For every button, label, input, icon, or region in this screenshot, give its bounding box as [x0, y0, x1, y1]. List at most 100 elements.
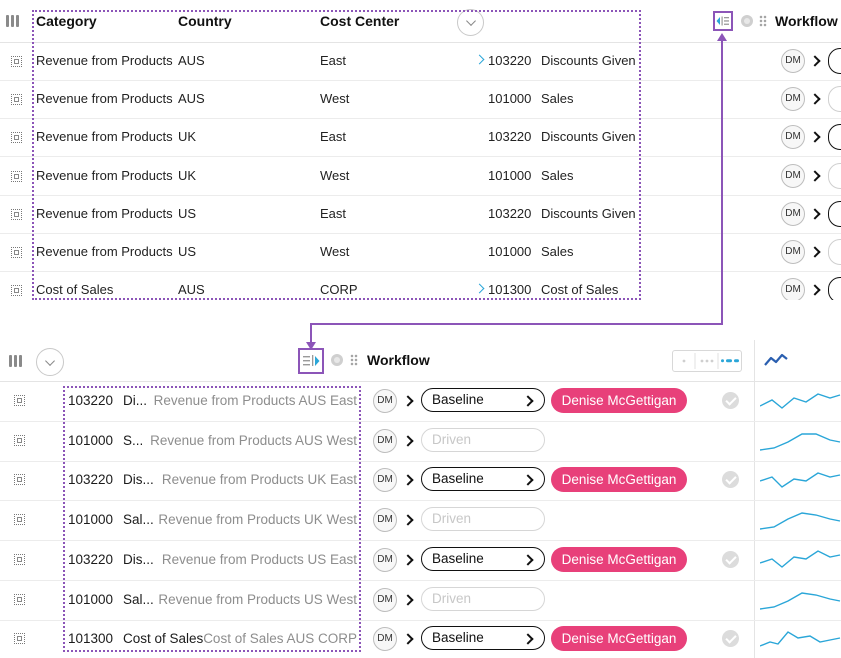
row-select-icon[interactable] — [11, 132, 22, 144]
status-pill[interactable]: Baseline — [421, 388, 545, 412]
table-row[interactable]: Cost of Sales AUS CORP 101300 Cost of Sales D… — [0, 271, 841, 300]
status-pill[interactable] — [828, 48, 841, 74]
status-pill[interactable] — [828, 277, 841, 300]
status-pill[interactable] — [828, 239, 841, 265]
avatar[interactable]: DM — [373, 547, 397, 572]
table-row[interactable]: 103220 Dis... Revenue from Products UK Eas… — [0, 460, 841, 502]
check-icon[interactable] — [722, 392, 739, 409]
globe-icon[interactable] — [741, 15, 753, 27]
expand-arrow-icon[interactable] — [474, 283, 485, 294]
table-row[interactable]: Revenue from Products AUS West 101000 Sales D… — [0, 80, 841, 120]
avatar[interactable]: DM — [781, 125, 805, 150]
owner-badge[interactable]: Denise McGettigan — [551, 388, 687, 413]
row-select-icon[interactable] — [11, 170, 22, 182]
status-pill[interactable] — [828, 124, 841, 151]
avatar[interactable]: DM — [373, 428, 397, 453]
chevron-down-icon[interactable] — [36, 348, 64, 376]
avatar[interactable]: DM — [781, 49, 805, 73]
chevron-right-icon[interactable] — [809, 93, 821, 105]
status-pill[interactable]: Driven — [421, 427, 545, 452]
expand-arrow-icon[interactable] — [474, 54, 485, 65]
table-row[interactable]: Revenue from Products US West 101000 Sales DM — [0, 233, 841, 272]
row-select-icon[interactable] — [14, 434, 25, 446]
table-row[interactable]: Revenue from Products UK East 103220 Discoun… — [0, 118, 841, 158]
owner-badge[interactable]: Denise McGettigan — [551, 626, 687, 652]
status-pill[interactable]: Baseline — [421, 546, 545, 571]
columns-icon[interactable] — [6, 15, 19, 27]
chevron-right-icon[interactable] — [809, 208, 821, 220]
avatar[interactable]: DM — [781, 163, 805, 188]
chevron-right-icon[interactable] — [809, 131, 821, 144]
table-row[interactable]: 101000 Sal... Revenue from Products UK Wes… — [0, 500, 841, 542]
status-pill[interactable]: Driven — [421, 586, 545, 611]
table-row[interactable]: 101000 S... Revenue from Products AUS West… — [0, 421, 841, 462]
row-select-icon[interactable] — [14, 395, 25, 406]
avatar[interactable]: DM — [781, 201, 805, 226]
header-cost-center[interactable]: Cost Center — [320, 13, 400, 29]
drag-handle-icon[interactable] — [350, 354, 358, 366]
globe-icon[interactable] — [331, 354, 343, 366]
avatar[interactable]: DM — [373, 389, 397, 413]
chevron-right-icon[interactable] — [402, 554, 414, 566]
avatar[interactable]: DM — [373, 468, 397, 493]
table-row[interactable]: 101000 Sal... Revenue from Products US Wes… — [0, 580, 841, 621]
status-pill[interactable] — [828, 200, 841, 227]
chevron-right-icon[interactable] — [809, 169, 821, 182]
avatar[interactable]: DM — [781, 87, 805, 112]
chevron-down-icon[interactable] — [457, 9, 484, 36]
avatar[interactable]: DM — [781, 240, 805, 264]
avatar[interactable]: DM — [373, 508, 397, 533]
columns-icon[interactable] — [9, 355, 22, 367]
header-workflow[interactable]: Workflow — [775, 13, 838, 29]
row-select-icon[interactable] — [11, 208, 22, 220]
chevron-right-icon[interactable] — [402, 514, 414, 526]
drag-handle-icon[interactable] — [759, 15, 767, 27]
owner-badge[interactable]: Denise McGettigan — [551, 546, 687, 572]
chevron-right-icon[interactable] — [809, 246, 821, 258]
table-row[interactable]: Revenue from Products US East 103220 Discoun… — [0, 195, 841, 234]
chevron-right-icon[interactable] — [402, 395, 414, 407]
avatar[interactable]: DM — [781, 278, 805, 300]
row-select-icon[interactable] — [14, 593, 25, 605]
row-select-icon[interactable] — [11, 247, 22, 258]
status-pill[interactable] — [828, 86, 841, 113]
connector-arrow-up — [717, 33, 727, 41]
check-icon[interactable] — [722, 471, 739, 489]
row-select-icon[interactable] — [11, 94, 22, 106]
row-select-icon[interactable] — [14, 633, 25, 645]
chevron-right-icon[interactable] — [402, 633, 414, 645]
avatar[interactable]: DM — [373, 587, 397, 612]
check-icon[interactable] — [722, 550, 739, 568]
table-row[interactable]: 101300 Cost of Sales Cost of Sales AUS COR… — [0, 619, 841, 658]
status-pill[interactable]: Baseline — [421, 626, 545, 651]
table-row[interactable]: Revenue from Products UK West 101000 Sales DM — [0, 157, 841, 196]
chevron-right-icon[interactable] — [402, 593, 414, 606]
status-pill[interactable]: Baseline — [421, 467, 545, 492]
collapse-panel-icon[interactable] — [713, 11, 733, 31]
chevron-right-icon[interactable] — [809, 284, 821, 296]
table-row[interactable]: 103220 Dis... Revenue from Products US Eas… — [0, 540, 841, 581]
table-row[interactable]: Revenue from Products AUS East 103220 Discou… — [0, 42, 841, 81]
chevron-right-icon[interactable] — [402, 435, 414, 447]
row-select-icon[interactable] — [14, 474, 25, 486]
chevron-right-icon[interactable] — [402, 474, 414, 487]
chevron-right-icon — [522, 395, 534, 407]
expand-panel-icon[interactable] — [298, 348, 324, 374]
status-pill[interactable] — [828, 162, 841, 189]
view-toggle[interactable] — [672, 350, 742, 372]
table-row[interactable]: 103220 Di... Revenue from Products AUS Eas… — [0, 381, 841, 422]
avatar[interactable]: DM — [373, 627, 397, 652]
owner-badge[interactable]: Denise McGettigan — [551, 467, 687, 493]
row-select-icon[interactable] — [11, 285, 22, 297]
trend-icon[interactable] — [764, 352, 788, 373]
row-select-icon[interactable] — [14, 514, 25, 526]
status-pill[interactable]: Driven — [421, 507, 545, 532]
header-country[interactable]: Country — [178, 13, 232, 29]
row-select-icon[interactable] — [14, 553, 25, 565]
row-select-icon[interactable] — [11, 56, 22, 67]
cell-description: Revenue from Products UK East — [161, 472, 357, 488]
header-category[interactable]: Category — [36, 13, 97, 29]
chevron-right-icon[interactable] — [809, 55, 821, 67]
check-icon[interactable] — [722, 630, 739, 648]
header-workflow[interactable]: Workflow — [367, 352, 430, 368]
